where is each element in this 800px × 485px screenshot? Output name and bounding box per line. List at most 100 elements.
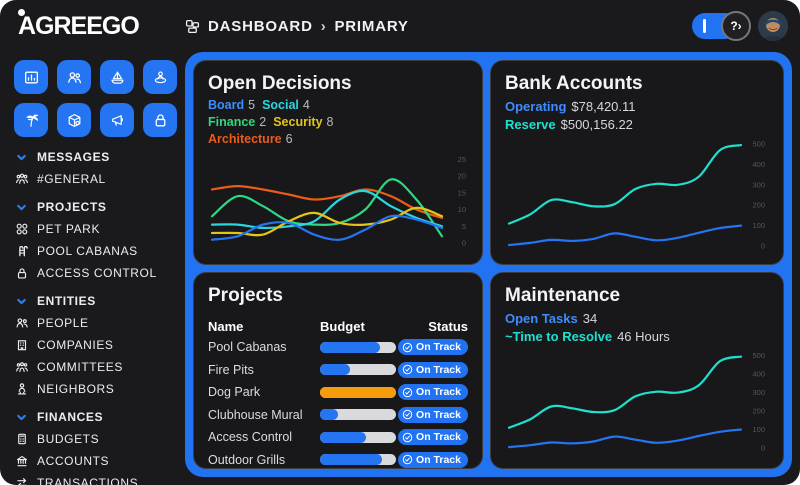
breadcrumb-section[interactable]: DASHBOARD (208, 17, 313, 35)
help-button[interactable]: ?› (721, 11, 751, 41)
legend-board: Board (208, 98, 245, 112)
group-icon (14, 360, 29, 374)
building-icon (14, 338, 29, 352)
logo-person-head-icon (18, 8, 25, 16)
chevron-down-icon (14, 411, 29, 424)
status-badge[interactable]: On Track (398, 406, 468, 423)
chevron-down-icon (14, 151, 29, 164)
status-badge[interactable]: On Track (398, 339, 468, 356)
maintenance-chart: 0 100 200 300 400 500 (507, 351, 765, 453)
people-icon (66, 69, 83, 86)
project-name: Clubhouse Mural (208, 407, 303, 422)
sidebar-section-entities[interactable]: ENTITIES (14, 290, 185, 312)
bank-stats: Operating $78,420.11 Reserve $500,156.22 (505, 99, 636, 132)
megaphone-button[interactable] (100, 103, 134, 137)
toggle-bar-icon (703, 19, 706, 33)
breadcrumb-page[interactable]: PRIMARY (334, 17, 409, 35)
svg-text:500: 500 (752, 140, 765, 149)
breadcrumb: DASHBOARD › PRIMARY (185, 18, 409, 35)
card-title: Bank Accounts (505, 73, 643, 94)
card-title: Maintenance (505, 285, 621, 306)
sidebar-item-transactions[interactable]: TRANSACTIONS (14, 472, 185, 485)
svg-text:20: 20 (458, 172, 466, 181)
people-icon (14, 316, 29, 330)
budget-bar (320, 381, 402, 404)
svg-text:400: 400 (752, 160, 765, 169)
decisions-legend: Board 5 Social 4 Finance 2 Security 8 Architec… (208, 98, 334, 146)
user-avatar[interactable] (758, 11, 788, 41)
svg-text:5: 5 (462, 222, 466, 231)
padlock-button[interactable] (143, 103, 177, 137)
sidebar-item-committees[interactable]: COMMITTEES (14, 356, 185, 378)
sailboat-icon (109, 69, 126, 86)
chart-document-button[interactable] (14, 60, 48, 94)
project-name: Access Control (208, 430, 293, 445)
legend-social: Social (262, 98, 299, 112)
status-badge[interactable]: On Track (398, 451, 468, 468)
svg-text:15: 15 (458, 188, 466, 197)
projects-card: Projects Name Budget Status Pool Cabanas… (193, 272, 483, 469)
padlock-icon (14, 266, 29, 280)
svg-text:0: 0 (761, 444, 765, 453)
padlock-icon (152, 112, 169, 129)
megaphone-icon (109, 112, 126, 129)
sidebar-section-projects[interactable]: PROJECTS (14, 196, 185, 218)
svg-text:300: 300 (752, 180, 765, 189)
bank-accounts-card: Bank Accounts Operating $78,420.11 Reserv… (490, 60, 784, 265)
legend-finance: Finance (208, 115, 256, 129)
sidebar-section-messages[interactable]: MESSAGES (14, 146, 185, 168)
sailboat-button[interactable] (100, 60, 134, 94)
project-name: Outdoor Grills (208, 452, 286, 467)
sidebar-item-pool-cabanas[interactable]: POOL CABANAS (14, 240, 185, 262)
sidebar-section-finances[interactable]: FINANCES (14, 406, 185, 428)
sidebar-item-accounts[interactable]: ACCOUNTS (14, 450, 185, 472)
sidebar-item-pet-park[interactable]: PET PARK (14, 218, 185, 240)
sidebar-item-people[interactable]: PEOPLE (14, 312, 185, 334)
project-name: Fire Pits (208, 362, 254, 377)
svg-text:0: 0 (761, 242, 765, 251)
stat-reserve: Reserve (505, 117, 556, 132)
svg-text:500: 500 (752, 351, 765, 360)
palm-tree-button[interactable] (14, 103, 48, 137)
paw-icon (14, 222, 29, 236)
chart-document-icon (23, 69, 40, 86)
card-title: Projects (208, 285, 283, 306)
status-badge[interactable]: On Track (398, 361, 468, 378)
people-button[interactable] (57, 60, 91, 94)
community-icon (14, 172, 29, 186)
svg-text:400: 400 (752, 370, 765, 379)
svg-text:100: 100 (752, 221, 765, 230)
status-badge[interactable]: On Track (398, 384, 468, 401)
bank-accounts-chart: 0 100 200 300 400 500 (507, 140, 765, 251)
pool-float-button[interactable] (143, 60, 177, 94)
sidebar-item-general[interactable]: #GENERAL (14, 168, 185, 190)
status-badge[interactable]: On Track (398, 429, 468, 446)
sidebar-item-companies[interactable]: COMPANIES (14, 334, 185, 356)
svg-text:0: 0 (462, 239, 466, 248)
chevron-down-icon (14, 295, 29, 308)
card-title: Open Decisions (208, 73, 352, 94)
svg-text:200: 200 (752, 407, 765, 416)
top-bar: AGREEGO DASHBOARD › PRIMARY ?› (0, 0, 800, 52)
logo[interactable]: AGREEGO (0, 8, 185, 39)
svg-text:25: 25 (458, 155, 466, 164)
dashboard-panel: Open Decisions Board 5 Social 4 Finance 2 Sec… (185, 52, 792, 477)
sidebar-nav: MESSAGES #GENERAL PROJECTS PET PARK (14, 146, 185, 485)
package-button[interactable] (57, 103, 91, 137)
sidebar-item-budgets[interactable]: BUDGETS (14, 428, 185, 450)
sidebar-item-access-control[interactable]: ACCESS CONTROL (14, 262, 185, 284)
pool-ladder-icon (14, 244, 29, 258)
legend-architecture: Architecture (208, 132, 282, 146)
open-decisions-card: Open Decisions Board 5 Social 4 Finance 2 Sec… (193, 60, 483, 265)
stat-open-tasks: Open Tasks (505, 311, 578, 326)
svg-text:100: 100 (752, 425, 765, 434)
budget-bar (320, 404, 402, 427)
legend-security: Security (273, 115, 323, 129)
project-name: Pool Cabanas (208, 340, 287, 355)
maintenance-stats: Open Tasks 34 ~Time to Resolve 46 Hours (505, 311, 670, 344)
open-decisions-chart: 0 5 10 15 20 25 (210, 155, 466, 248)
budget-bar (320, 449, 402, 469)
package-icon (66, 112, 83, 129)
header-actions: ?› (692, 11, 788, 41)
sidebar-item-neighbors[interactable]: NEIGHBORS (14, 378, 185, 400)
